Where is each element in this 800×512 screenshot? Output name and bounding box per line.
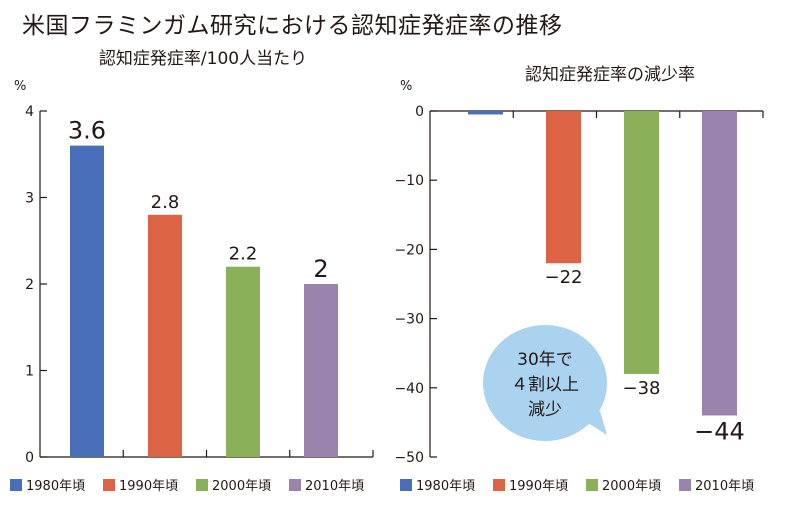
y-axis-unit: % (400, 79, 412, 94)
chart-subtitle: 認知症発症率の減少率 (525, 65, 695, 85)
bar-value-label: 2.2 (229, 244, 258, 265)
legend-swatch (493, 479, 505, 491)
annotation-bubble (483, 325, 607, 441)
legend-swatch (103, 479, 115, 491)
y-tick-label: −10 (394, 173, 424, 189)
y-tick-label: 0 (415, 104, 424, 120)
legend-swatch (10, 479, 22, 491)
bar-value-label: 2.8 (151, 192, 180, 213)
legend-label: 1980年頃 (416, 479, 475, 494)
legend-swatch (679, 479, 691, 491)
y-tick-label: 3 (25, 191, 34, 207)
y-tick-label: 4 (25, 104, 34, 120)
bar-value-label: −38 (623, 378, 661, 399)
legend-label: 1980年頃 (26, 479, 85, 494)
y-tick-label: 1 (25, 364, 34, 380)
bar-1990年頃 (546, 111, 581, 264)
legend-swatch (196, 479, 208, 491)
y-axis-unit: % (14, 79, 26, 94)
y-tick-label: 2 (25, 277, 34, 293)
bar-2010年頃 (702, 111, 737, 416)
bar-value-label: 3.6 (68, 117, 106, 145)
bar-2000年頃 (624, 111, 659, 374)
annotation-text: ４割以上 (511, 375, 579, 395)
chart-panel-1: 認知症発症率/100人当たり% 0 1 2 3 4 3.6 2.8 2.2 2 1980年頃 1990… (10, 49, 374, 494)
annotation-text: 30年で (517, 350, 573, 370)
legend-swatch (400, 479, 412, 491)
y-tick-label: −50 (394, 450, 424, 466)
legend-swatch (586, 479, 598, 491)
legend-label: 2010年頃 (305, 479, 364, 494)
bar-1990年頃 (148, 214, 182, 457)
y-tick-label: −20 (394, 242, 424, 258)
bar-value-label: −44 (694, 417, 745, 445)
bar-1980年頃 (70, 145, 104, 457)
bar-1980年頃 (468, 111, 503, 115)
y-tick-label: −30 (394, 312, 424, 328)
legend-label: 2000年頃 (212, 479, 271, 494)
annotation-text: 減少 (528, 400, 562, 420)
chart-main-title: 米国フラミンガム研究における認知症発症率の推移 (22, 13, 563, 39)
bar-2010年頃 (304, 284, 338, 457)
bar-2000年頃 (226, 266, 260, 457)
legend-label: 2010年頃 (695, 479, 754, 494)
y-tick-label: 0 (25, 450, 34, 466)
chart-panel-2: 認知症発症率の減少率%0 −10 −20 −30 −40 −50 −22 −38 −44 1980… (394, 65, 764, 494)
legend-swatch (289, 479, 301, 491)
annotation-bubble-tail (585, 411, 607, 435)
legend-label: 1990年頃 (119, 479, 178, 494)
legend-label: 2000年頃 (602, 479, 661, 494)
legend-label: 1990年頃 (509, 479, 568, 494)
y-tick-label: −40 (394, 381, 424, 397)
bar-value-label: 2 (313, 255, 328, 283)
bar-value-label: −22 (545, 267, 583, 288)
chart-subtitle: 認知症発症率/100人当たり (99, 49, 307, 69)
